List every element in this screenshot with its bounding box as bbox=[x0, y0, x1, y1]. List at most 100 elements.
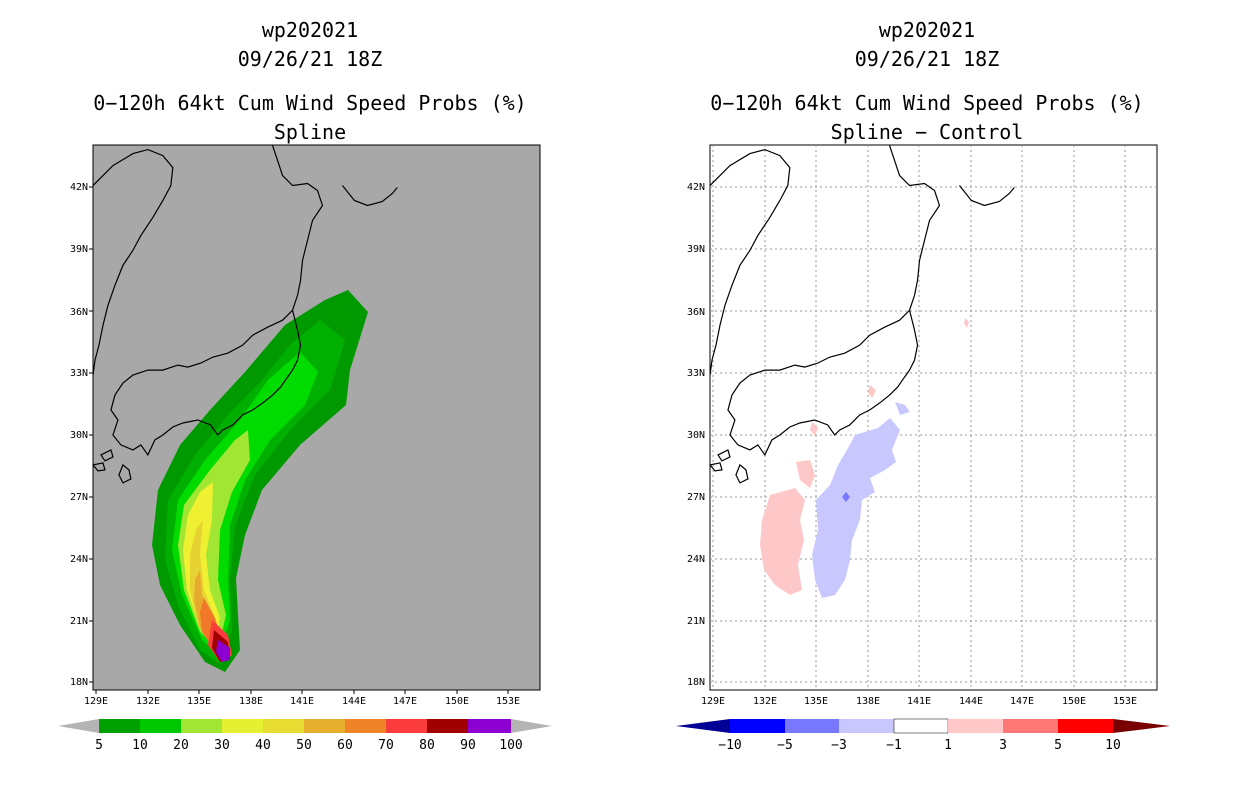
lon-label: 150E bbox=[445, 696, 469, 707]
positive-diff-patch bbox=[810, 422, 818, 436]
lat-label: 21N bbox=[70, 616, 88, 627]
right-lon-axis: 129E 132E 135E 138E 141E 144E 147E 150E … bbox=[701, 696, 1137, 707]
lon-label: 135E bbox=[804, 696, 828, 707]
left-lon-axis: 129E 132E 135E 138E 141E 144E 147E 150E … bbox=[84, 696, 520, 707]
lon-label: 147E bbox=[393, 696, 417, 707]
lon-label: 132E bbox=[753, 696, 777, 707]
right-cb-box bbox=[839, 719, 894, 733]
lat-label: 39N bbox=[687, 244, 705, 255]
negative-diff-point bbox=[842, 492, 850, 502]
left-cb-box bbox=[222, 719, 263, 733]
right-cb-label: −1 bbox=[886, 738, 902, 753]
lon-label: 144E bbox=[342, 696, 366, 707]
lat-label: 27N bbox=[70, 492, 88, 503]
right-cb-box bbox=[948, 719, 1003, 733]
left-cb-high-arrow bbox=[511, 719, 552, 733]
positive-diff-patch bbox=[964, 318, 969, 328]
right-map-frame bbox=[709, 144, 1158, 691]
lat-label: 36N bbox=[687, 307, 705, 318]
negative-diff-patch bbox=[895, 402, 910, 415]
right-panel: wp202021 09/26/21 18Z 0−120h 64kt Cum Wi… bbox=[676, 18, 1170, 753]
left-lon-ticks bbox=[95, 690, 509, 694]
left-cb-label: 10 bbox=[132, 738, 148, 753]
lon-label: 129E bbox=[84, 696, 108, 707]
lon-label: 153E bbox=[1113, 696, 1137, 707]
right-cb-box bbox=[730, 719, 785, 733]
left-cb-label: 70 bbox=[378, 738, 394, 753]
left-lat-axis: 42N 39N 36N 33N 30N 27N 24N 21N 18N bbox=[70, 182, 88, 688]
lat-label: 27N bbox=[687, 492, 705, 503]
left-cb-box bbox=[427, 719, 468, 733]
lat-label: 33N bbox=[70, 368, 88, 379]
right-cb-high-arrow bbox=[1113, 719, 1170, 733]
right-storm-id: wp202021 bbox=[879, 18, 975, 42]
left-panel: wp202021 09/26/21 18Z 0−120h 64kt Cum Wi… bbox=[58, 18, 552, 753]
right-cb-label: −5 bbox=[777, 738, 793, 753]
swath-100 bbox=[216, 640, 230, 662]
right-cb-box bbox=[1003, 719, 1058, 733]
left-cb-box bbox=[263, 719, 304, 733]
lat-label: 36N bbox=[70, 307, 88, 318]
left-cb-box bbox=[345, 719, 386, 733]
left-cb-box bbox=[304, 719, 345, 733]
lat-label: 18N bbox=[70, 677, 88, 688]
positive-diff-patch bbox=[868, 385, 876, 398]
left-cb-label: 20 bbox=[173, 738, 189, 753]
left-cb-label: 80 bbox=[419, 738, 435, 753]
right-cb-low-arrow bbox=[676, 719, 730, 733]
left-cb-label: 60 bbox=[337, 738, 353, 753]
lat-label: 24N bbox=[70, 554, 88, 565]
lon-label: 150E bbox=[1062, 696, 1086, 707]
left-storm-id: wp202021 bbox=[262, 18, 358, 42]
left-cb-low-arrow bbox=[58, 719, 99, 733]
left-colorbar: 5 10 20 30 40 50 60 70 80 90 100 bbox=[58, 719, 552, 753]
left-datetime: 09/26/21 18Z bbox=[238, 47, 383, 71]
right-cb-box bbox=[785, 719, 839, 733]
lon-label: 153E bbox=[496, 696, 520, 707]
left-cb-label: 50 bbox=[296, 738, 312, 753]
right-datetime: 09/26/21 18Z bbox=[855, 47, 1000, 71]
left-cb-label: 40 bbox=[255, 738, 271, 753]
left-cb-box bbox=[140, 719, 181, 733]
right-cb-label: 5 bbox=[1054, 738, 1062, 753]
swath-40 bbox=[183, 482, 220, 645]
left-cb-box bbox=[386, 719, 427, 733]
lat-label: 30N bbox=[687, 430, 705, 441]
lat-label: 39N bbox=[70, 244, 88, 255]
left-cb-label: 90 bbox=[460, 738, 476, 753]
right-cb-label: 10 bbox=[1105, 738, 1121, 753]
lon-label: 129E bbox=[701, 696, 725, 707]
probability-swath bbox=[152, 290, 368, 672]
positive-diff-patch bbox=[760, 488, 805, 595]
left-product-title: 0−120h 64kt Cum Wind Speed Probs (%) bbox=[93, 91, 526, 115]
lat-label: 21N bbox=[687, 616, 705, 627]
lon-label: 141E bbox=[290, 696, 314, 707]
right-cb-box bbox=[1058, 719, 1113, 733]
lat-label: 18N bbox=[687, 677, 705, 688]
lat-label: 30N bbox=[70, 430, 88, 441]
right-cb-label: −10 bbox=[718, 738, 741, 753]
difference-patches bbox=[760, 318, 969, 598]
positive-diff-patch bbox=[796, 460, 815, 488]
left-cb-box bbox=[99, 719, 140, 733]
lat-label: 24N bbox=[687, 554, 705, 565]
lon-label: 141E bbox=[907, 696, 931, 707]
lat-label: 42N bbox=[687, 182, 705, 193]
left-lat-ticks bbox=[89, 186, 93, 683]
left-cb-label: 100 bbox=[499, 738, 522, 753]
lon-label: 144E bbox=[959, 696, 983, 707]
right-cb-label: 1 bbox=[944, 738, 952, 753]
right-lat-axis: 42N 39N 36N 33N 30N 27N 24N 21N 18N bbox=[687, 182, 705, 688]
left-subtitle: Spline bbox=[274, 120, 346, 144]
right-subtitle: Spline − Control bbox=[831, 120, 1024, 144]
lon-label: 147E bbox=[1010, 696, 1034, 707]
left-cb-label: 30 bbox=[214, 738, 230, 753]
lon-label: 138E bbox=[856, 696, 880, 707]
lon-label: 138E bbox=[239, 696, 263, 707]
lon-label: 135E bbox=[187, 696, 211, 707]
left-cb-box bbox=[468, 719, 511, 733]
lon-label: 132E bbox=[136, 696, 160, 707]
left-cb-label: 5 bbox=[95, 738, 103, 753]
right-cb-label: −3 bbox=[831, 738, 847, 753]
